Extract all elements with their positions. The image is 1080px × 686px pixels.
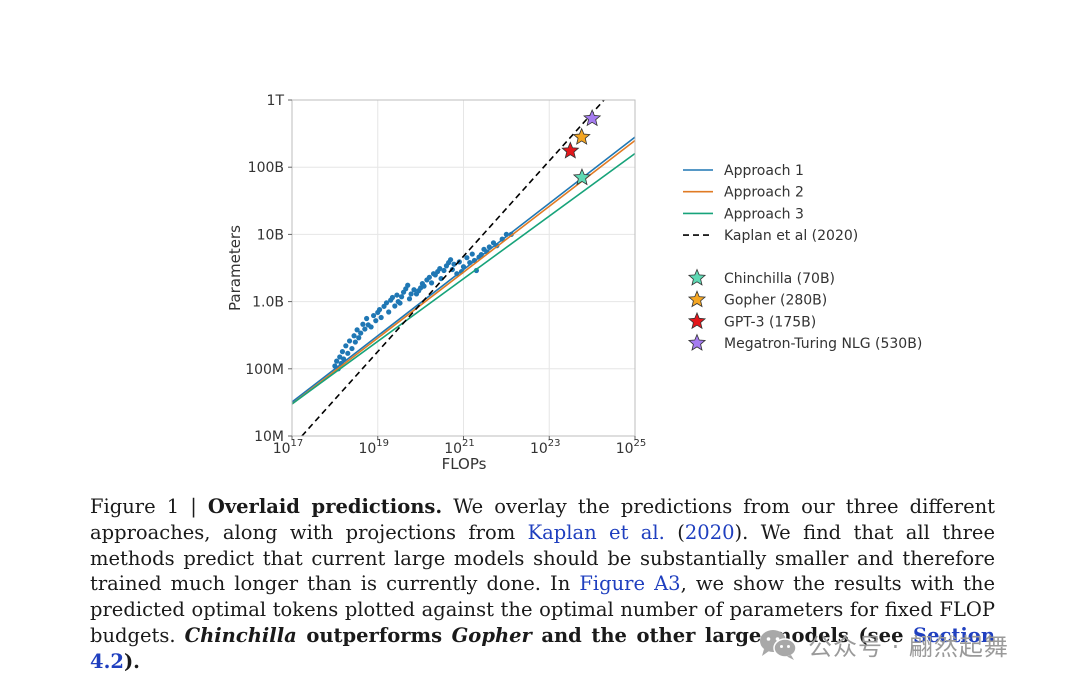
y-axis-label: Parameters bbox=[226, 225, 244, 311]
model-star-marker bbox=[561, 141, 580, 159]
scatter-point bbox=[364, 315, 370, 322]
y-tick-label: 10M bbox=[254, 429, 284, 445]
legend-label: Chinchilla (70B) bbox=[724, 271, 835, 287]
scatter-point bbox=[389, 294, 396, 301]
scatter-point bbox=[399, 294, 405, 300]
wechat-icon bbox=[760, 630, 797, 660]
y-tick-label: 10B bbox=[257, 227, 284, 243]
scatter-point bbox=[394, 292, 400, 298]
legend-star-swatch bbox=[687, 333, 707, 351]
caption-text-3: , we show the results with the predicted… bbox=[90, 572, 995, 647]
scatter-point bbox=[426, 274, 432, 280]
x-tick-label: 1019 bbox=[358, 438, 389, 457]
scatter-point bbox=[428, 280, 435, 286]
scatter-point bbox=[351, 333, 357, 339]
caption-title: Overlaid predictions. bbox=[207, 495, 443, 518]
legend-label: GPT-3 (175B) bbox=[724, 314, 816, 330]
scatter-point bbox=[421, 283, 427, 289]
scatter-point bbox=[405, 282, 411, 288]
scatter-point bbox=[437, 265, 443, 272]
legend-star-swatch bbox=[687, 268, 707, 286]
series-line bbox=[301, 100, 606, 436]
caption-gopher: Gopher bbox=[451, 623, 532, 647]
scatter-point bbox=[490, 240, 497, 246]
caption-text-2: ). We find that all three methods predic… bbox=[90, 520, 996, 596]
scatter-point bbox=[383, 300, 390, 306]
caption-link-figure-a3[interactable]: Figure A3 bbox=[579, 572, 681, 596]
x-tick-label: 1017 bbox=[273, 438, 304, 457]
scatter-point bbox=[368, 324, 374, 330]
scatter-point bbox=[376, 307, 383, 313]
model-star-marker bbox=[583, 108, 602, 127]
watermark: 公众号 · 翩然起舞 bbox=[758, 624, 1009, 664]
legend-label: Approach 2 bbox=[724, 185, 804, 201]
caption-bold-close: ). bbox=[123, 649, 140, 673]
scatter-point bbox=[356, 335, 362, 341]
scatter-point bbox=[464, 255, 470, 261]
legend-label: Kaplan et al (2020) bbox=[724, 228, 858, 244]
scatter-point bbox=[370, 312, 377, 319]
figure-caption: Figure 1 | Overlaid predictions. We over… bbox=[90, 494, 995, 675]
scatter-point bbox=[469, 251, 475, 257]
plot-layer bbox=[292, 100, 635, 436]
watermark-text: 公众号 · 翩然起舞 bbox=[808, 632, 1009, 661]
caption-bold-end: and the other large models (see bbox=[531, 623, 914, 647]
legend: Approach 1 Approach 2 Approach 3 Kaplan et … bbox=[683, 163, 922, 352]
scatter-point bbox=[349, 345, 355, 352]
y-tick-label: 1.0B bbox=[252, 295, 284, 311]
series-line bbox=[292, 152, 635, 405]
caption-link-kaplan[interactable]: Kaplan et al. bbox=[527, 520, 665, 544]
scatter-point bbox=[447, 257, 454, 263]
scatter-point bbox=[362, 326, 368, 332]
caption-paren-open: ( bbox=[664, 520, 685, 544]
legend-star-swatch bbox=[687, 290, 707, 308]
y-tick-label: 1T bbox=[267, 93, 285, 109]
scatter-point bbox=[411, 287, 417, 293]
scatter-point bbox=[406, 296, 413, 302]
x-tick-label: 1021 bbox=[444, 438, 475, 457]
legend-label: Gopher (280B) bbox=[724, 293, 827, 309]
model-star-marker bbox=[572, 127, 591, 145]
legend-label: Approach 3 bbox=[724, 206, 804, 222]
legend-star-swatch bbox=[687, 311, 707, 330]
legend-label: Approach 1 bbox=[724, 163, 804, 179]
caption-link-section[interactable]: Section 4.2 bbox=[90, 623, 995, 673]
caption-link-year[interactable]: 2020 bbox=[684, 520, 735, 544]
scatter-point bbox=[358, 330, 364, 336]
scatter-point bbox=[360, 321, 366, 327]
legend-label: Megatron-Turing NLG (530B) bbox=[724, 336, 922, 352]
chart: 1017 1019 1021 1023 1025 10M 100M 1.0B 10B 100B 1T… bbox=[226, 93, 922, 473]
x-axis-label: FLOPs bbox=[442, 455, 487, 473]
scatter-point bbox=[343, 343, 349, 349]
scatter-point bbox=[373, 318, 379, 324]
x-tick-label: 1025 bbox=[616, 438, 647, 457]
scatter-point bbox=[397, 300, 403, 306]
scatter-point bbox=[346, 338, 353, 344]
caption-bold-mid: outperforms bbox=[296, 623, 452, 647]
scatter-point bbox=[386, 309, 392, 315]
y-tick-label: 100M bbox=[245, 362, 284, 378]
scatter-point bbox=[441, 267, 447, 274]
model-star-marker bbox=[572, 168, 592, 186]
caption-figure-label: Figure 1 | bbox=[90, 495, 208, 518]
scatter-point bbox=[354, 327, 360, 333]
scatter-point bbox=[337, 354, 343, 360]
scatter-point bbox=[339, 349, 346, 355]
tick-layer: 1017 1019 1021 1023 1025 10M 100M 1.0B 10B 100B 1T bbox=[245, 93, 646, 457]
scatter-point bbox=[378, 314, 384, 321]
scatter-point bbox=[352, 339, 358, 345]
scatter-point bbox=[392, 303, 398, 309]
scatter-point bbox=[334, 358, 340, 364]
caption-text-1: We overlay the predictions from our thre… bbox=[90, 495, 995, 544]
scatter-point bbox=[451, 261, 457, 267]
caption-chinchilla: Chinchilla bbox=[184, 623, 297, 647]
scatter-point bbox=[408, 291, 414, 297]
scatter-point bbox=[345, 350, 351, 356]
y-tick-label: 100B bbox=[248, 160, 284, 176]
x-tick-label: 1023 bbox=[530, 438, 561, 457]
